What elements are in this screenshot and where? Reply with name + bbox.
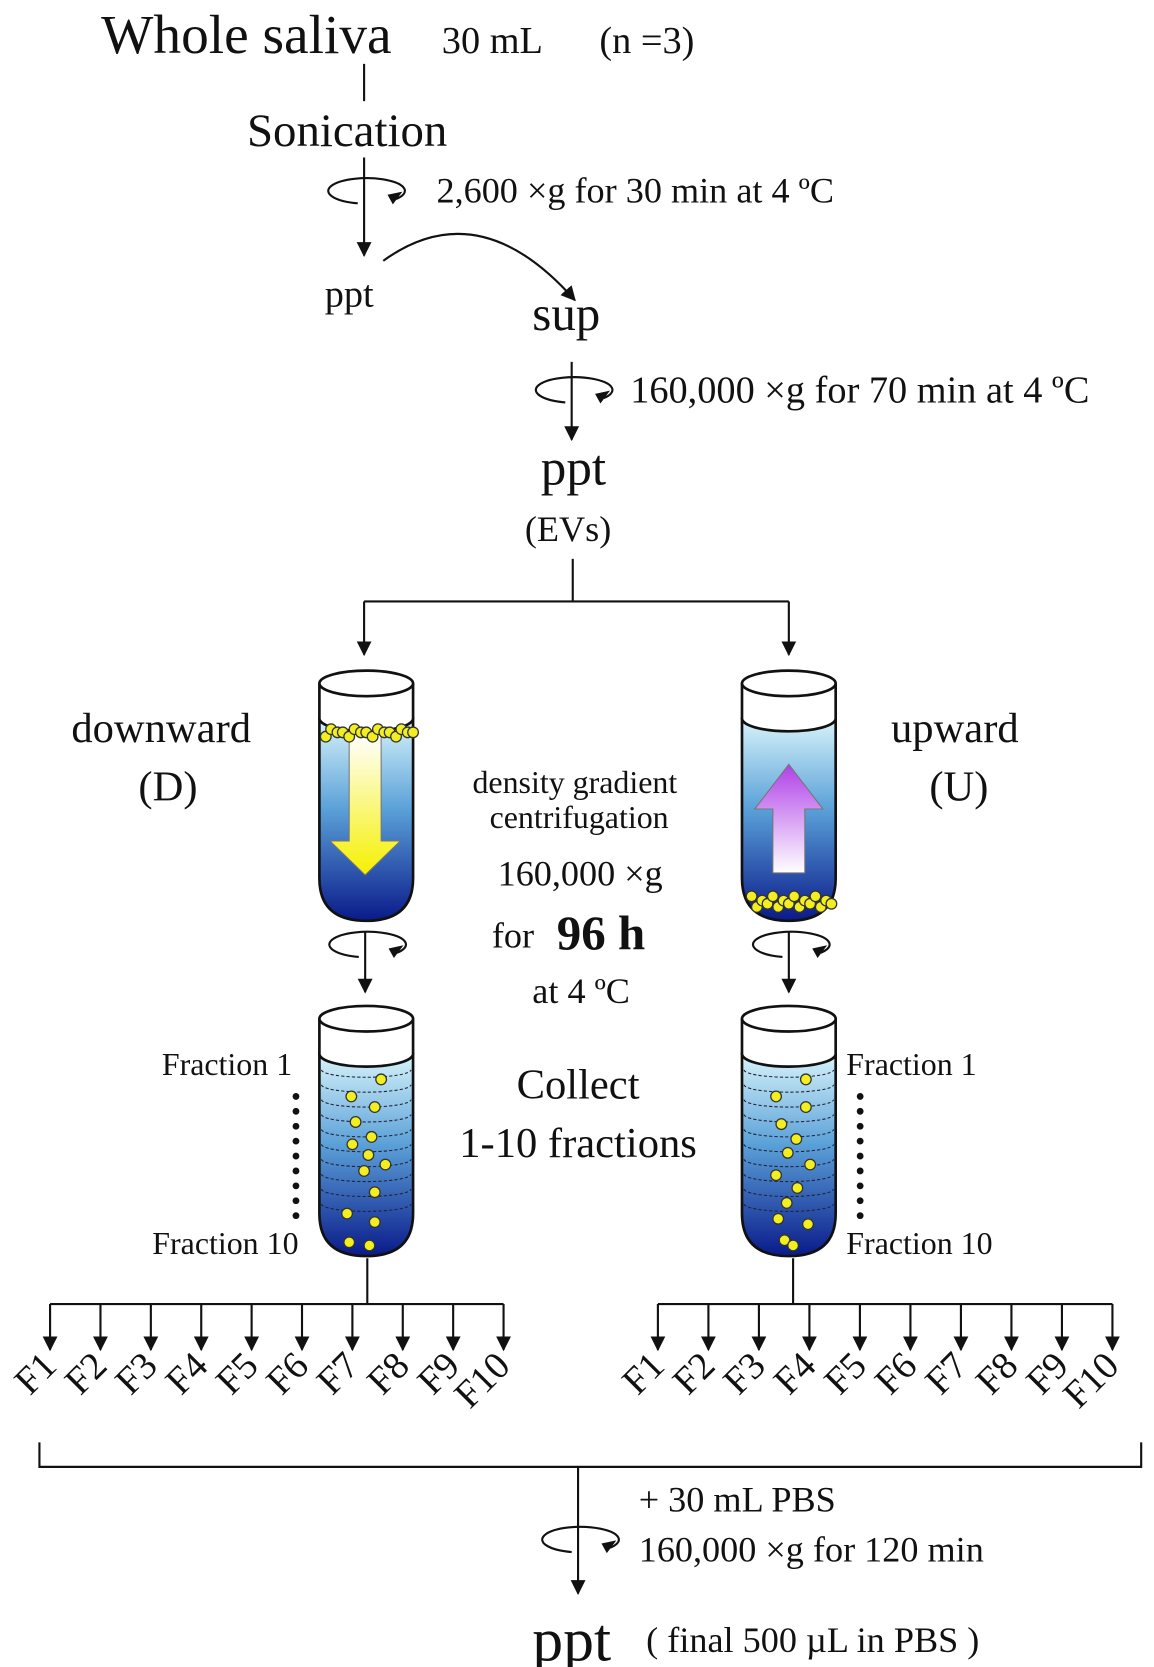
tube-rim <box>742 1006 836 1032</box>
ellipsis-dot <box>293 1108 300 1115</box>
vesicle <box>781 1198 792 1209</box>
vesicle <box>801 1102 812 1113</box>
ellipsis-dot <box>293 1168 300 1175</box>
vesicle <box>805 1159 816 1170</box>
for: for <box>492 915 534 955</box>
vesicle <box>359 1166 370 1177</box>
vesicle <box>364 1240 375 1251</box>
volume: 30 mL <box>442 20 543 62</box>
bracket <box>39 1442 1141 1466</box>
ellipsis-dot <box>857 1153 864 1160</box>
pellet: ppt <box>325 274 374 316</box>
tube-rim <box>742 671 836 697</box>
fraction-label: Fraction 10 <box>846 1226 992 1261</box>
pellet: ppt <box>541 439 606 496</box>
ellipsis-dot <box>293 1153 300 1160</box>
vesicle <box>771 1091 782 1102</box>
vesicle <box>342 1208 353 1219</box>
vesicle <box>746 891 757 902</box>
vesicle <box>347 1139 358 1150</box>
fraction-output: F10 <box>1055 1345 1127 1417</box>
ellipsis-dot <box>857 1123 864 1130</box>
condition: 160,000 ×g for 120 min <box>639 1530 984 1570</box>
final-note: ( final 500 µL in PBS ) <box>646 1620 979 1660</box>
vesicle <box>366 1132 377 1143</box>
condition: 2,600 ×g for 30 min at 4 ºC <box>436 170 833 210</box>
ellipsis-dot <box>857 1093 864 1100</box>
step: Sonication <box>247 105 447 157</box>
branch-code: (U) <box>929 764 988 811</box>
vesicle <box>344 1237 355 1248</box>
ellipsis-dot <box>293 1212 300 1219</box>
method: 160,000 ×g <box>498 854 663 894</box>
vesicle <box>791 1134 802 1145</box>
ellipsis-dot <box>857 1108 864 1115</box>
ellipsis-dot <box>293 1197 300 1204</box>
vesicle <box>768 891 779 902</box>
vesicle <box>363 1150 374 1161</box>
replicates: (n =3) <box>599 20 694 62</box>
ellipsis-dot <box>293 1138 300 1145</box>
vesicle <box>369 1102 380 1113</box>
vesicle <box>789 891 800 902</box>
vesicle <box>810 891 821 902</box>
fraction-label: Fraction 10 <box>152 1226 298 1261</box>
pellet: ppt <box>532 1607 611 1667</box>
ellipsis-dot <box>857 1197 864 1204</box>
collect: 1-10 fractions <box>459 1120 697 1167</box>
page: Whole saliva 30 mL (n =3) Sonication 2,6… <box>0 0 1154 1667</box>
ellipsis-dot <box>857 1138 864 1145</box>
method: density gradient <box>472 765 677 800</box>
collect: Collect <box>517 1062 640 1109</box>
vesicle <box>408 727 419 738</box>
method: centrifugation <box>490 800 669 835</box>
vesicle <box>771 1170 782 1181</box>
vesicle <box>788 1240 799 1251</box>
diagram: Whole saliva 30 mL (n =3) Sonication 2,6… <box>0 0 1154 1667</box>
ellipsis-dot <box>857 1182 864 1189</box>
tube-rim <box>319 671 413 697</box>
vesicle <box>350 1117 361 1128</box>
pellet-note: (EVs) <box>525 509 611 549</box>
fraction-label: Fraction 1 <box>846 1047 976 1082</box>
vesicle <box>773 1214 784 1225</box>
vesicle <box>826 898 837 909</box>
text-layer: Whole saliva 30 mL (n =3) Sonication 2,6… <box>71 4 1089 1667</box>
temperature: at 4 ºC <box>532 971 630 1011</box>
condition: + 30 mL PBS <box>639 1480 836 1520</box>
vesicle <box>792 1183 803 1194</box>
vesicle <box>380 1159 391 1170</box>
branch-label: upward <box>891 705 1019 752</box>
ellipsis-dot <box>293 1093 300 1100</box>
ellipsis-dot <box>857 1212 864 1219</box>
ellipsis-dot <box>293 1182 300 1189</box>
fraction-label: Fraction 1 <box>162 1047 292 1082</box>
condition: 160,000 ×g for 70 min at 4 ºC <box>630 369 1089 411</box>
vesicle <box>346 1091 357 1102</box>
ellipsis-dot <box>293 1123 300 1130</box>
tube-rim <box>319 1006 413 1032</box>
duration: 96 h <box>557 906 645 961</box>
supernatant: sup <box>532 286 600 341</box>
vesicle <box>369 1217 380 1228</box>
branch-code: (D) <box>138 764 197 811</box>
sample: Whole saliva <box>101 4 391 65</box>
branch-label: downward <box>71 705 251 752</box>
vesicle <box>776 1119 787 1130</box>
vesicle <box>803 1219 814 1230</box>
ellipsis-dot <box>857 1168 864 1175</box>
vesicle <box>782 1148 793 1159</box>
vesicle <box>801 1074 812 1085</box>
vesicle <box>369 1187 380 1198</box>
fraction-output: F10 <box>447 1345 519 1417</box>
vesicle <box>376 1074 387 1085</box>
